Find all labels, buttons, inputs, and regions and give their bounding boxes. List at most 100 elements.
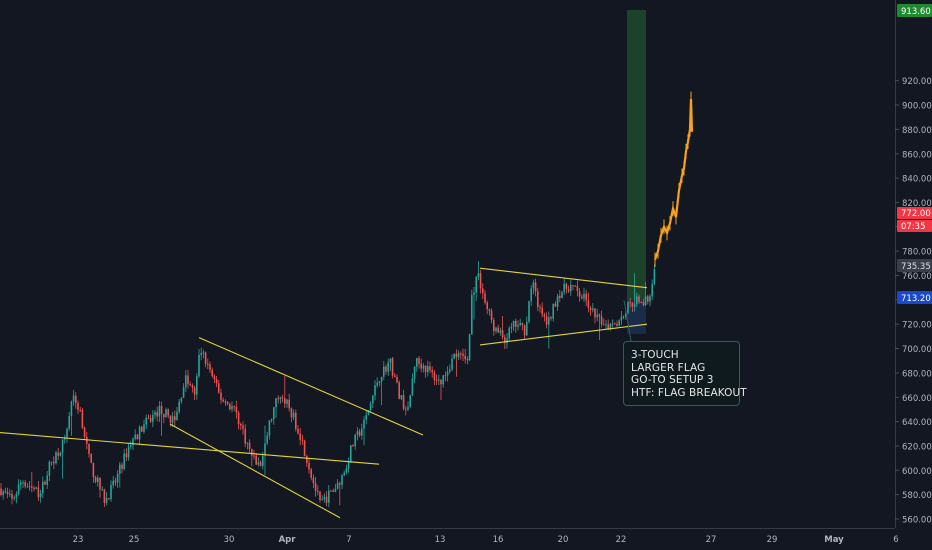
trendline-flag-lower bbox=[479, 323, 648, 346]
candle bbox=[268, 420, 271, 436]
price-tag-level-2-bg bbox=[897, 291, 932, 304]
price-tick-label: 760.00 bbox=[902, 272, 932, 282]
candle bbox=[508, 328, 510, 339]
time-tick-label: 29 bbox=[767, 535, 778, 545]
candle bbox=[409, 395, 411, 407]
candle bbox=[178, 401, 180, 412]
candle bbox=[473, 292, 475, 295]
candle bbox=[266, 435, 268, 444]
candle bbox=[367, 410, 370, 416]
candle bbox=[361, 428, 363, 436]
candle bbox=[39, 493, 42, 498]
candle bbox=[2, 491, 4, 496]
candle bbox=[143, 424, 145, 432]
candle bbox=[308, 462, 310, 470]
price-tag-top-bg bbox=[897, 4, 932, 17]
candle bbox=[193, 387, 196, 395]
time-tick-label: 16 bbox=[493, 535, 504, 545]
candle bbox=[176, 411, 178, 421]
candle bbox=[389, 358, 392, 363]
candle bbox=[290, 408, 293, 418]
candle bbox=[374, 385, 376, 396]
price-tick-label: 900.00 bbox=[902, 102, 932, 112]
trendline-falling-wedge-upper bbox=[198, 337, 424, 436]
trendline-horizontal-support bbox=[0, 432, 380, 465]
candle bbox=[174, 416, 176, 421]
candle bbox=[642, 301, 645, 306]
candle bbox=[306, 456, 308, 463]
candle bbox=[341, 475, 343, 485]
annotation-line-1: 3-TOUCH bbox=[631, 349, 679, 361]
candle bbox=[72, 395, 75, 402]
candle bbox=[273, 407, 275, 420]
candle bbox=[369, 403, 372, 411]
candle bbox=[629, 302, 631, 304]
price-tick-label: 820.00 bbox=[902, 199, 932, 209]
price-tag-level-1: 735.35 bbox=[901, 262, 931, 272]
candle bbox=[455, 353, 458, 357]
candle bbox=[204, 352, 207, 364]
candle bbox=[343, 472, 345, 476]
candle bbox=[347, 462, 350, 469]
candle bbox=[567, 288, 570, 292]
candle bbox=[614, 323, 616, 325]
candle bbox=[449, 369, 451, 372]
candle bbox=[4, 491, 7, 493]
candle bbox=[158, 405, 161, 417]
candle bbox=[633, 304, 636, 307]
candle bbox=[46, 475, 48, 485]
candle bbox=[28, 486, 31, 488]
candle bbox=[539, 306, 541, 308]
candle bbox=[319, 491, 321, 501]
candle bbox=[90, 453, 92, 463]
candle bbox=[103, 489, 106, 503]
candle bbox=[596, 314, 598, 318]
candle bbox=[583, 293, 585, 299]
time-tick-label: 7 bbox=[346, 535, 351, 545]
candle bbox=[145, 417, 147, 425]
price-tag-last-bg bbox=[897, 207, 932, 219]
candle bbox=[380, 376, 383, 382]
candle bbox=[130, 444, 132, 447]
candle bbox=[297, 428, 299, 434]
candle bbox=[358, 431, 361, 436]
candle bbox=[616, 323, 618, 326]
candle bbox=[618, 320, 620, 326]
candle bbox=[218, 383, 220, 393]
candle bbox=[233, 406, 235, 408]
candle bbox=[385, 366, 387, 372]
price-tag-top: 913.60 bbox=[901, 7, 931, 17]
candle bbox=[108, 498, 110, 500]
candle bbox=[303, 440, 306, 457]
candle bbox=[559, 295, 561, 298]
candle bbox=[112, 480, 114, 486]
candle bbox=[17, 484, 20, 494]
candle bbox=[105, 498, 108, 503]
candle bbox=[541, 307, 543, 315]
candle bbox=[457, 353, 460, 357]
candle bbox=[477, 273, 480, 278]
candle bbox=[330, 490, 332, 492]
candle bbox=[581, 296, 583, 299]
candle bbox=[576, 285, 579, 291]
candle bbox=[325, 496, 328, 503]
candle bbox=[644, 296, 647, 306]
annotation-line-3: GO-TO SETUP 3 bbox=[631, 374, 714, 386]
candle bbox=[31, 486, 33, 488]
trendline-falling-wedge-lower bbox=[169, 423, 341, 519]
candle bbox=[284, 398, 286, 404]
candle bbox=[160, 405, 163, 415]
candle bbox=[213, 376, 216, 380]
candle bbox=[110, 485, 112, 500]
candles bbox=[0, 10, 694, 508]
candle bbox=[486, 302, 488, 310]
candle bbox=[352, 445, 354, 447]
candle bbox=[587, 300, 590, 308]
candle bbox=[68, 415, 70, 429]
candle bbox=[372, 395, 374, 404]
price-tick-label: 920.00 bbox=[902, 77, 932, 87]
candle bbox=[275, 398, 277, 408]
candle bbox=[649, 296, 651, 302]
candle bbox=[119, 464, 121, 474]
